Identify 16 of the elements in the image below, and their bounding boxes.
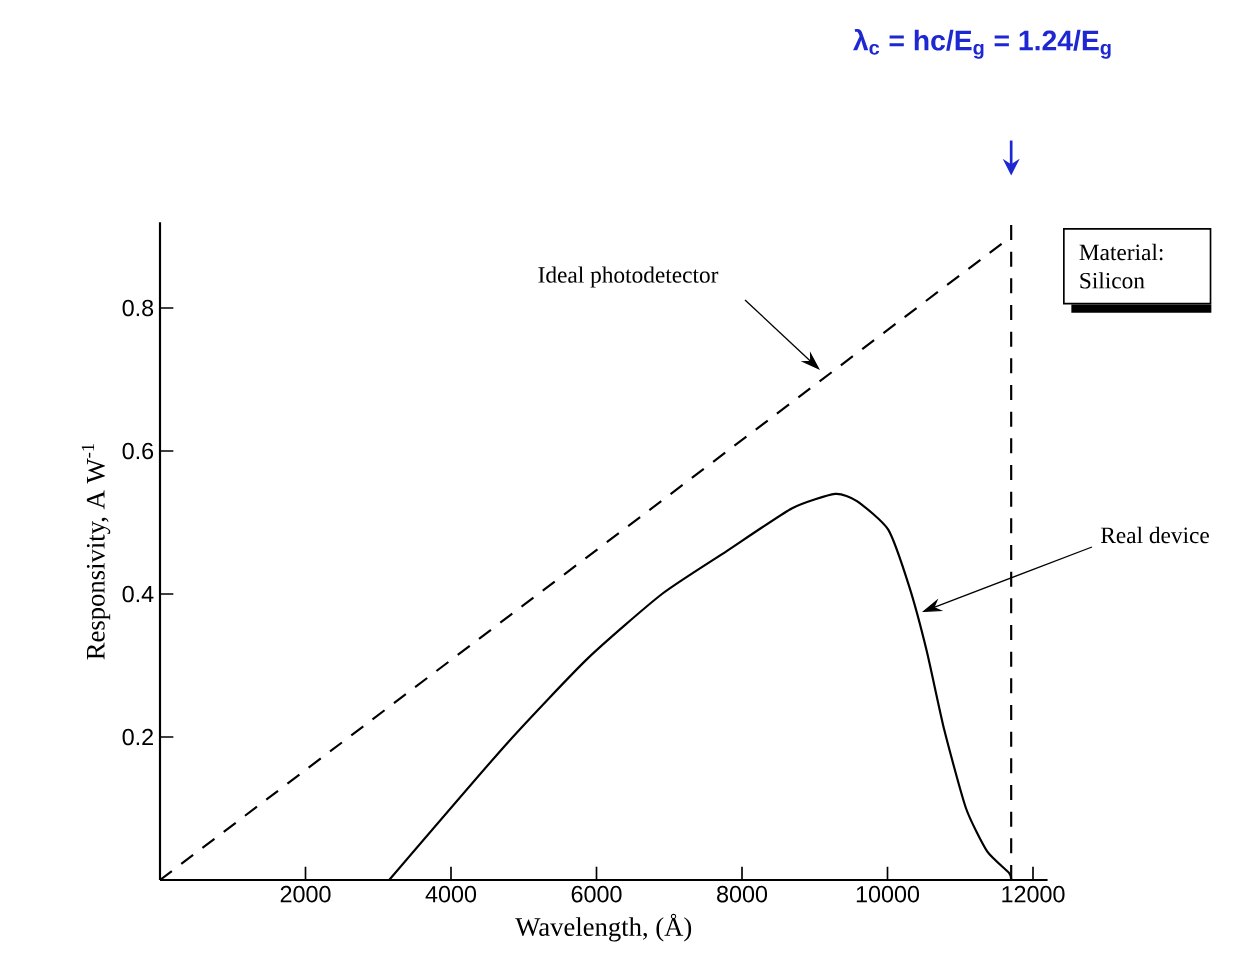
annotation: Ideal photodetector bbox=[538, 266, 719, 288]
text: λ$_{c}$ = hc/E$_{g}$ = 1.24/E$_{g}$ bbox=[853, 28, 1111, 59]
x-tick-label: 6000 bbox=[571, 885, 622, 903]
x-tick-label: 8000 bbox=[717, 885, 768, 903]
y-tick-label: 0.8 bbox=[122, 299, 154, 317]
x-tick-label: 10000 bbox=[856, 885, 920, 903]
y-tick-label: 0.2 bbox=[122, 728, 153, 746]
x-tick-label: 2000 bbox=[280, 885, 331, 903]
x-tick-label: 12000 bbox=[1002, 885, 1065, 903]
text: Real device bbox=[1100, 526, 1209, 544]
y-tick-label: 0.6 bbox=[122, 442, 154, 460]
x-tick-label: 4000 bbox=[425, 885, 477, 903]
y-axis-title: Responsivity, A W$^{-1}$ bbox=[81, 443, 111, 660]
x-axis-title: Wavelength, (Å) bbox=[515, 913, 692, 942]
text: Material: Silicon bbox=[1079, 243, 1163, 289]
y-tick-label: 0.4 bbox=[122, 585, 154, 603]
